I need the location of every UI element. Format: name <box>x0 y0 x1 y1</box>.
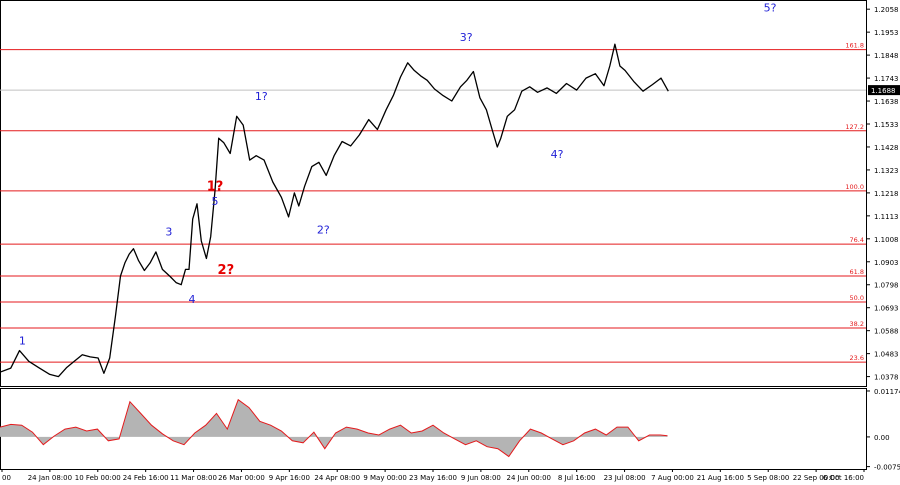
price-series <box>0 43 669 378</box>
osc-tick-label: 0.00 <box>874 434 890 442</box>
oscillator-histogram <box>0 399 668 457</box>
wave-label: 4? <box>551 148 564 161</box>
wave-label: 3 <box>165 226 172 239</box>
time-tick-label: 24 Jun 00:00 <box>507 474 551 482</box>
wave-label: 1? <box>207 180 224 195</box>
time-tick-label: 11 Mar 08:00 <box>170 474 217 482</box>
fib-label: 50.0 <box>850 294 864 302</box>
fib-label: 23.6 <box>850 354 864 362</box>
time-tick-label: 23 Jul 08:00 <box>604 474 646 482</box>
time-tick-label: 7 Aug 00:00 <box>651 474 694 482</box>
fib-label: 76.4 <box>850 236 864 244</box>
wave-label: 3? <box>460 31 473 44</box>
oscillator-signal-line <box>0 398 668 458</box>
oscillator-panel: 0.01174 0.00 -0.00759 <box>0 388 900 472</box>
time-tick-label: 9 Apr 16:00 <box>269 474 310 482</box>
time-tick-label: 26 Mar 00:00 <box>218 474 265 482</box>
current-price-label: 1.1688 <box>871 87 896 95</box>
time-tick-label: 24 Apr 08:00 <box>314 474 360 482</box>
price-tick-label: 1.1533 <box>874 121 899 129</box>
time-tick-label: 21 Aug 16:00 <box>697 474 744 482</box>
price-tick-label: 1.1743 <box>874 75 899 83</box>
wave-label: 1 <box>19 334 26 347</box>
price-tick-label: 1.0588 <box>874 328 899 336</box>
price-tick-label: 1.0483 <box>874 351 899 359</box>
price-tick-label: 1.0798 <box>874 282 899 290</box>
wave-label: 1? <box>255 90 268 103</box>
fib-label: 127.2 <box>845 123 864 131</box>
time-tick-label: 10 Feb 00:00 <box>75 474 121 482</box>
wave-label: 4 <box>188 293 195 306</box>
price-tick-label: 1.1008 <box>874 236 899 244</box>
time-tick-label: 8 Jul 16:00 <box>558 474 596 482</box>
price-panel: 1.2058 1.1953 1.1848 1.1743 1.1638 1.1533 1.14… <box>0 0 900 387</box>
price-tick-label: 1.1848 <box>874 52 899 60</box>
time-tick-label: 6 Oct 16:00 <box>823 474 864 482</box>
price-tick-label: 1.0693 <box>874 305 899 313</box>
x-axis: 00 24 Jan 08:00 10 Feb 00:00 24 Feb 16:00 11… <box>1 469 865 482</box>
price-tick-label: 1.1113 <box>874 213 899 221</box>
time-tick-label: 5 Sep 08:00 <box>747 474 789 482</box>
price-tick-label: 1.1638 <box>874 98 899 106</box>
wave-label: 2? <box>218 263 235 278</box>
wave-label: 2? <box>317 223 330 236</box>
time-tick-label: 24 Jan 08:00 <box>28 474 72 482</box>
time-tick-label: 9 Jun 08:00 <box>461 474 501 482</box>
price-tick-label: 1.2058 <box>874 6 899 14</box>
time-tick-label: 00 <box>2 474 11 482</box>
fib-label: 38.2 <box>850 320 864 328</box>
osc-tick-label: -0.00759 <box>874 464 900 472</box>
osc-tick-label: 0.01174 <box>874 388 900 396</box>
wave-label: 5? <box>764 1 777 14</box>
fib-label: 61.8 <box>850 268 864 276</box>
time-tick-label: 9 May 00:00 <box>363 474 407 482</box>
price-tick-label: 1.1953 <box>874 29 899 37</box>
price-tick-label: 1.1428 <box>874 144 899 152</box>
price-tick-label: 1.1218 <box>874 190 899 198</box>
price-frame <box>0 0 867 387</box>
wave-label: 5 <box>212 195 219 208</box>
time-tick-label: 23 May 16:00 <box>409 474 457 482</box>
price-tick-label: 1.0378 <box>874 374 899 382</box>
price-tick-label: 1.1323 <box>874 167 899 175</box>
time-tick-label: 22 Sep 00:00 <box>793 474 840 482</box>
current-price-box <box>868 85 900 96</box>
fib-label: 100.0 <box>845 183 864 191</box>
fib-label: 161.8 <box>845 42 864 50</box>
time-tick-label: 24 Feb 16:00 <box>123 474 169 482</box>
price-tick-label: 1.0903 <box>874 259 899 267</box>
